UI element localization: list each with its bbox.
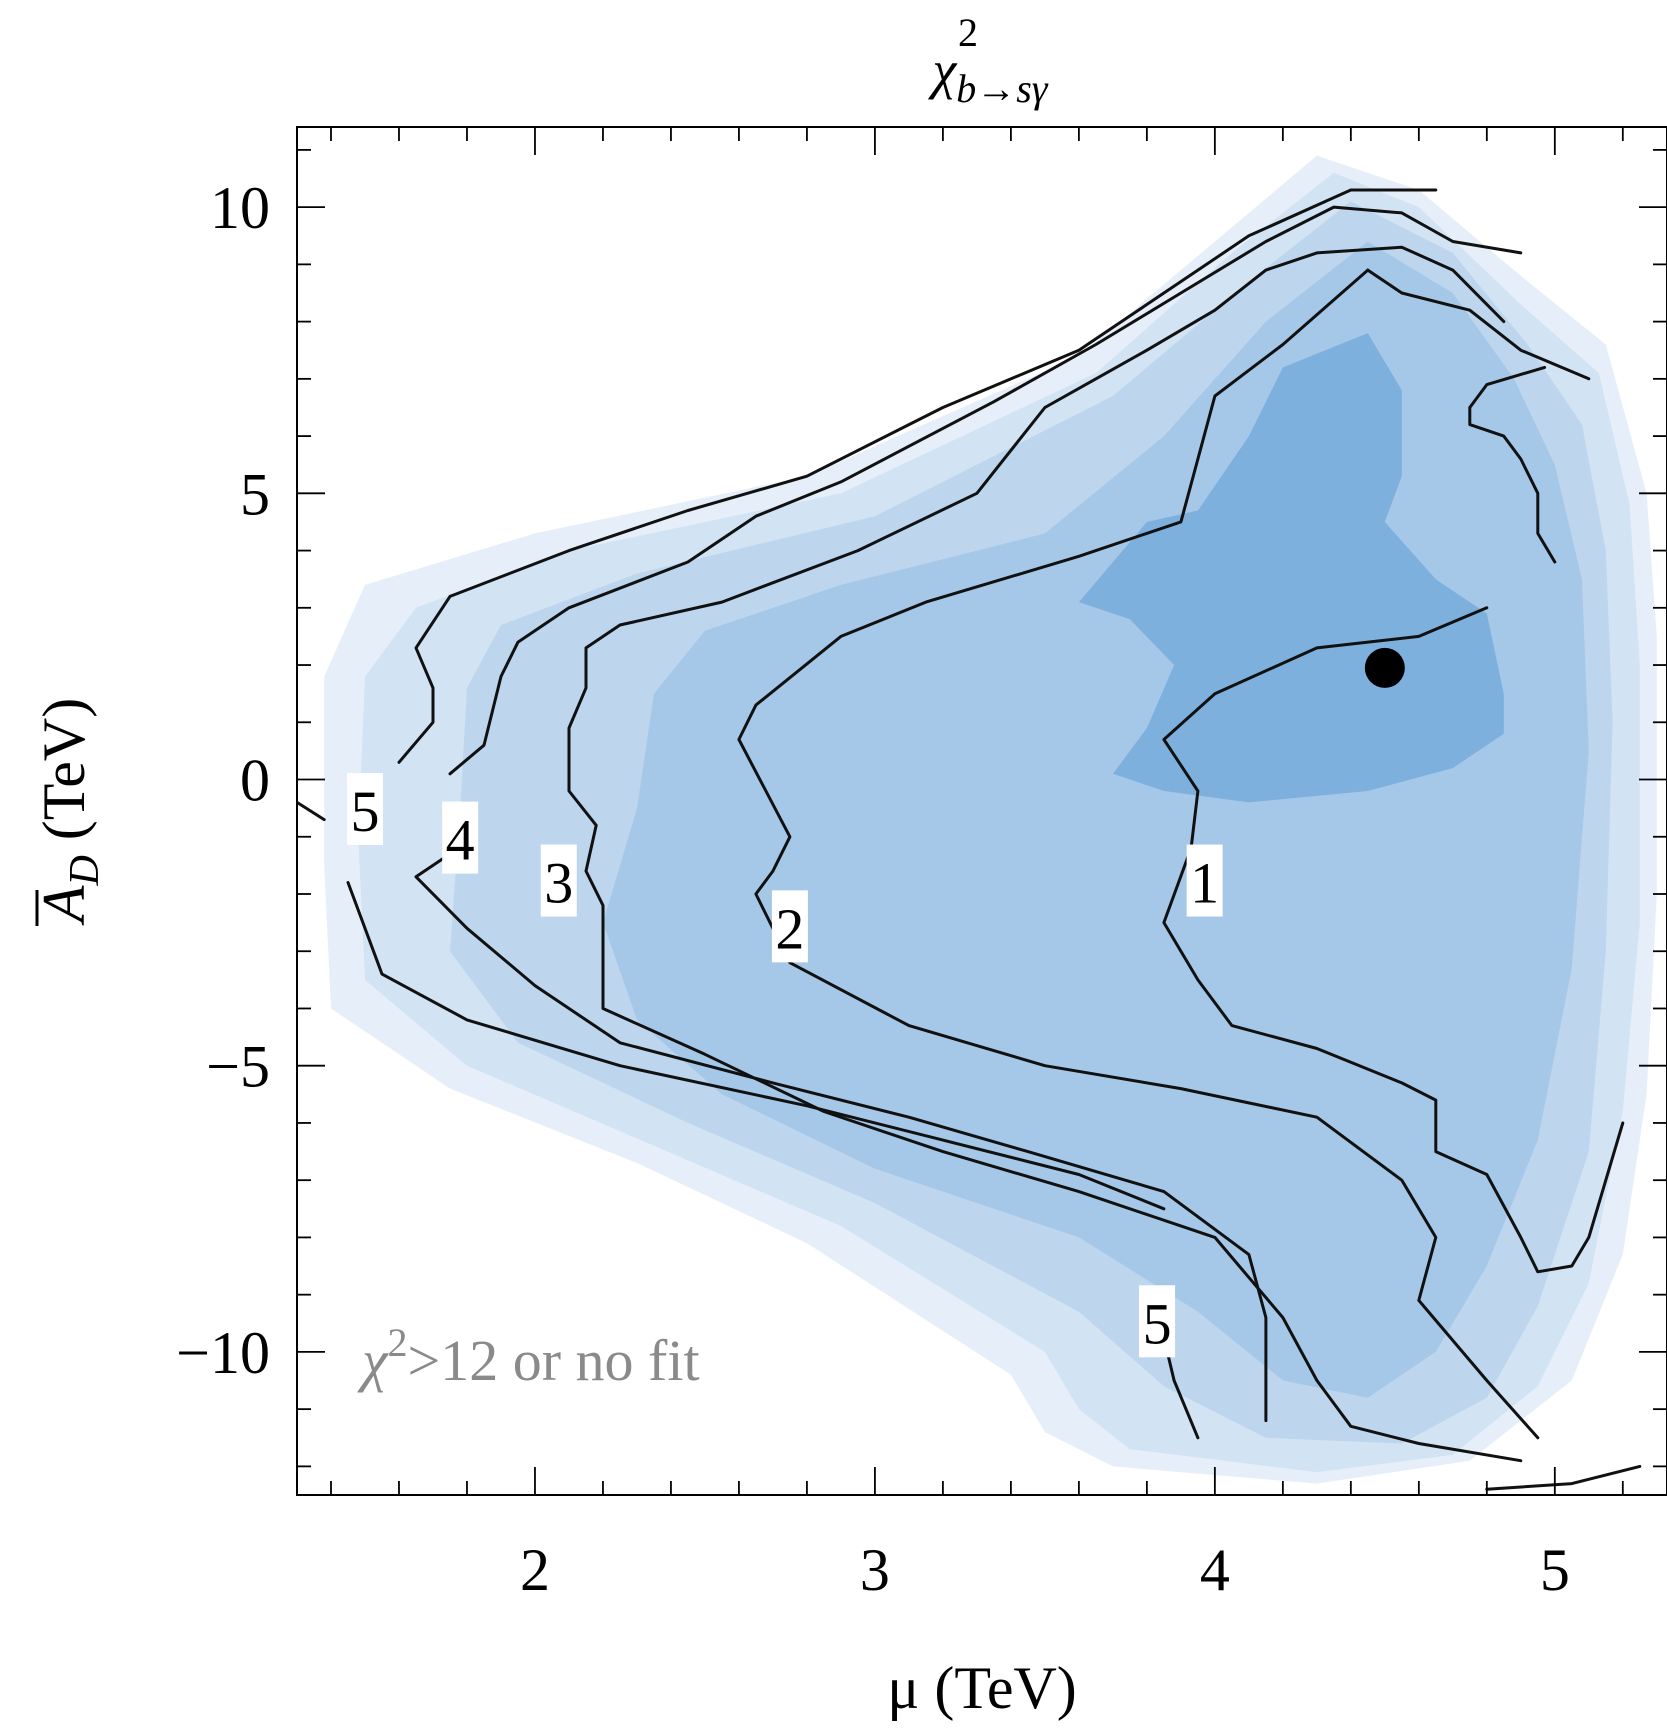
contour-line-1 — [1162, 606, 1625, 1274]
contour-label-text: 1 — [1190, 851, 1219, 916]
chart-title-subscript: b→sγ — [956, 66, 1049, 111]
region-note-superscript: 2 — [388, 1320, 408, 1365]
y-axis-label-symbol: A — [31, 885, 97, 926]
contour-label-background — [1139, 1285, 1176, 1358]
contour-label-text: 4 — [446, 808, 475, 873]
contour-label-background — [442, 801, 479, 874]
chart-title-symbol: χ — [927, 40, 957, 100]
y-tick-label: 5 — [240, 461, 270, 527]
y-tick-label: 0 — [240, 748, 270, 814]
contour-label-2: 2 — [771, 890, 808, 963]
contour-line-1 — [1468, 365, 1557, 564]
best-fit-point — [1364, 647, 1405, 688]
y-axis-label: AD (TeV) — [31, 698, 108, 926]
filled-contour-regions — [324, 155, 1657, 1484]
contour-line-5 — [1485, 1464, 1642, 1491]
contour-label-5: 5 — [346, 773, 383, 845]
contour-line-5 — [346, 881, 1166, 1211]
x-axis-label: μ (TeV) — [887, 1655, 1077, 1721]
x-tick-labels: 2 3 4 5 — [520, 1537, 1570, 1603]
x-tick-label: 2 — [520, 1537, 550, 1603]
contour-label-background — [540, 844, 577, 917]
contour-line-2 — [737, 268, 1540, 1440]
contour-label-4: 4 — [442, 801, 479, 874]
region-note: χ2>12 or no fit — [357, 1320, 700, 1393]
plot-frame — [296, 126, 1667, 1496]
axis-ticks — [297, 127, 1667, 1495]
contour-label-1: 1 — [1186, 844, 1223, 917]
svg-text:AD (TeV): AD (TeV) — [31, 698, 108, 926]
x-tick-label: 5 — [1540, 1537, 1570, 1603]
contour-line-5 — [397, 188, 1438, 764]
contour-label-background — [346, 773, 383, 845]
contour-label-background — [1186, 844, 1223, 917]
contour-label-3: 3 — [540, 844, 577, 917]
contour-line-2 — [1366, 268, 1591, 381]
y-tick-labels: −10 −5 0 5 10 — [176, 175, 270, 1386]
plot-area — [297, 155, 1657, 1491]
y-axis-label-subscript: D — [62, 855, 108, 886]
contour-line-4 — [448, 205, 1523, 776]
contour-label-text: 2 — [775, 896, 804, 961]
y-tick-label: 10 — [210, 175, 270, 241]
contour-labels: 1 2 3 4 5 5 — [346, 773, 1223, 1358]
region-note-symbol: χ — [357, 1328, 389, 1393]
contour-label-text: 3 — [544, 851, 573, 916]
contour-label-text: 5 — [350, 779, 379, 844]
chart-title: χb→sγ — [927, 40, 1048, 111]
contour-line-3 — [567, 245, 1523, 1463]
y-tick-label: −10 — [176, 1320, 270, 1386]
region-note-text: >12 or no fit — [408, 1328, 700, 1393]
contour-label-5: 5 — [1139, 1285, 1176, 1358]
y-tick-label: −5 — [206, 1034, 270, 1100]
chart-title-superscript: 2 — [958, 10, 978, 55]
contour-label-background — [771, 890, 808, 963]
x-tick-label: 3 — [860, 1537, 890, 1603]
y-axis-label-unit: (TeV) — [31, 698, 97, 855]
contour-region-4 — [1078, 333, 1504, 803]
x-tick-label: 4 — [1200, 1537, 1230, 1603]
contour-label-text: 5 — [1143, 1291, 1172, 1356]
contour-line-5 — [297, 800, 326, 822]
contour-line-4 — [414, 841, 1268, 1423]
